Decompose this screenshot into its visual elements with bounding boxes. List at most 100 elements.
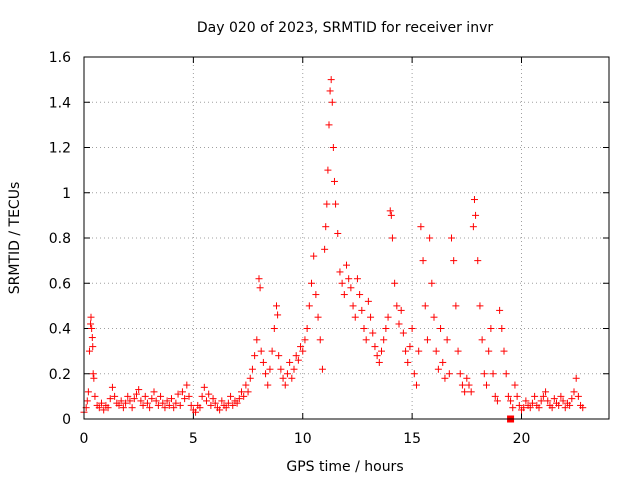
- data-point: [539, 392, 547, 400]
- data-point: [326, 87, 334, 95]
- data-point: [415, 347, 423, 355]
- y-tick-label: 0.8: [49, 231, 71, 247]
- data-point: [294, 356, 302, 364]
- grid-layer: [84, 57, 609, 419]
- data-point: [259, 358, 267, 366]
- data-point: [286, 358, 294, 366]
- data-point: [253, 336, 261, 344]
- data-point: [480, 370, 488, 378]
- data-point: [369, 329, 377, 337]
- data-point: [273, 302, 280, 310]
- data-point: [579, 404, 587, 412]
- data-point: [246, 374, 254, 382]
- data-point: [89, 370, 97, 378]
- data-point: [257, 347, 265, 355]
- data-point: [542, 388, 550, 396]
- data-point: [87, 320, 95, 328]
- data-point: [292, 352, 300, 360]
- data-point: [104, 404, 112, 412]
- data-point: [419, 257, 427, 265]
- data-point: [456, 370, 464, 378]
- data-point: [88, 325, 96, 332]
- data-point: [353, 275, 361, 283]
- data-point: [139, 401, 147, 409]
- data-point: [318, 365, 326, 373]
- data-point: [520, 404, 528, 412]
- data-point: [434, 365, 442, 373]
- data-point: [515, 401, 523, 409]
- chart-title: Day 020 of 2023, SRMTID for receiver inv…: [197, 20, 493, 36]
- data-point: [218, 397, 226, 405]
- data-point: [283, 370, 291, 378]
- data-point: [183, 381, 191, 389]
- data-point: [255, 275, 263, 283]
- data-point: [356, 291, 364, 299]
- data-point: [378, 347, 385, 355]
- data-point: [491, 392, 499, 400]
- data-point: [485, 347, 493, 355]
- data-point: [428, 279, 436, 287]
- data-point: [235, 395, 243, 403]
- data-point: [90, 374, 98, 382]
- x-tick-label: 0: [80, 431, 89, 447]
- data-point: [550, 395, 558, 403]
- data-point: [531, 392, 539, 400]
- data-point: [203, 397, 210, 405]
- data-point: [345, 275, 353, 283]
- data-point: [329, 144, 337, 151]
- data-point: [122, 399, 130, 407]
- data-point: [281, 381, 289, 389]
- data-point: [413, 381, 420, 389]
- data-point: [274, 311, 282, 319]
- data-point: [382, 325, 390, 332]
- data-point: [349, 302, 357, 310]
- data-point: [146, 404, 154, 412]
- data-point: [507, 397, 515, 405]
- data-point: [399, 329, 407, 337]
- data-point: [192, 408, 200, 416]
- data-point: [441, 374, 449, 382]
- data-point: [176, 401, 184, 409]
- data-point: [115, 401, 123, 409]
- data-point: [207, 401, 215, 409]
- data-point: [544, 397, 552, 405]
- data-point: [537, 397, 545, 405]
- data-point: [421, 302, 429, 310]
- data-point: [328, 98, 336, 106]
- data-point: [417, 223, 425, 231]
- data-point: [432, 347, 440, 355]
- data-point: [222, 404, 230, 412]
- data-point: [557, 392, 565, 400]
- data-point: [493, 397, 501, 405]
- data-point: [98, 399, 105, 407]
- data-point: [275, 352, 283, 360]
- data-point: [568, 395, 576, 403]
- data-point: [334, 229, 342, 237]
- data-point: [100, 406, 108, 414]
- data-point: [496, 306, 504, 314]
- data-point: [88, 334, 96, 342]
- data-point: [572, 374, 580, 382]
- data-point: [168, 395, 175, 403]
- data-point: [469, 223, 477, 231]
- data-point: [426, 234, 434, 242]
- x-axis-label: GPS time / hours: [286, 459, 403, 475]
- data-point: [229, 401, 237, 409]
- data-point: [423, 336, 431, 344]
- data-point: [509, 404, 517, 412]
- data-point: [161, 404, 169, 412]
- data-point: [343, 261, 350, 269]
- data-point: [410, 370, 418, 378]
- data-point: [364, 297, 372, 305]
- data-point: [386, 207, 394, 215]
- data-point: [227, 392, 235, 400]
- data-point: [489, 370, 497, 378]
- data-point: [513, 392, 521, 400]
- data-point: [305, 302, 313, 310]
- data-point: [347, 284, 355, 292]
- data-point: [566, 401, 574, 409]
- data-point: [454, 347, 462, 355]
- data-point: [395, 320, 403, 328]
- data-point: [84, 388, 92, 396]
- data-point: [478, 336, 486, 344]
